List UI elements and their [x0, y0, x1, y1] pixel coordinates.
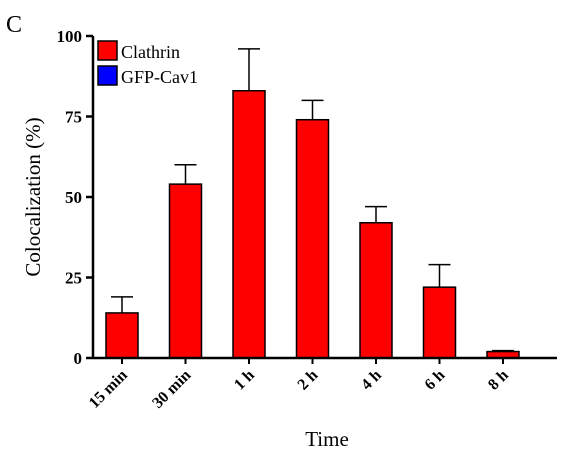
bar-clathrin: [359, 222, 393, 359]
y-tick-label: 0: [74, 349, 83, 368]
bar-clathrin: [168, 183, 203, 359]
y-ticks: 0 25 50 75 100: [57, 27, 93, 368]
bar-clathrin: [232, 89, 266, 359]
legend-swatch-clathrin: [97, 40, 118, 61]
x-axis-title: Time: [305, 427, 349, 451]
bars-layer: [105, 89, 520, 359]
bar-clathrin: [105, 312, 139, 359]
legend-label-clathrin: Clathrin: [121, 42, 180, 62]
y-tick-label: 50: [65, 188, 82, 207]
y-tick-label: 100: [57, 27, 83, 46]
x-tick-label: 15 min: [86, 367, 131, 412]
bar-clathrin: [295, 118, 330, 359]
y-tick-label: 25: [65, 269, 82, 288]
x-tick-label: 4 h: [358, 367, 385, 394]
error-bars-layer: [111, 48, 514, 352]
x-tick-label: 6 h: [422, 367, 449, 394]
x-ticks: 15 min 30 min 1 h 2 h 4 h 6 h 8 h: [86, 358, 512, 412]
legend-label-gfp-cav1: GFP-Cav1: [121, 67, 198, 87]
legend-swatch-gfp-cav1: [97, 65, 118, 86]
legend: Clathrin GFP-Cav1: [97, 40, 198, 87]
x-tick-label: 1 h: [231, 367, 258, 394]
panel-label: C: [6, 12, 22, 38]
x-tick-label: 2 h: [295, 367, 322, 394]
y-axis-title: Colocalization (%): [21, 117, 45, 276]
x-tick-label: 30 min: [149, 367, 194, 412]
x-tick-label: 8 h: [485, 367, 512, 394]
y-tick-label: 75: [65, 108, 82, 127]
bar-clathrin: [422, 286, 457, 359]
